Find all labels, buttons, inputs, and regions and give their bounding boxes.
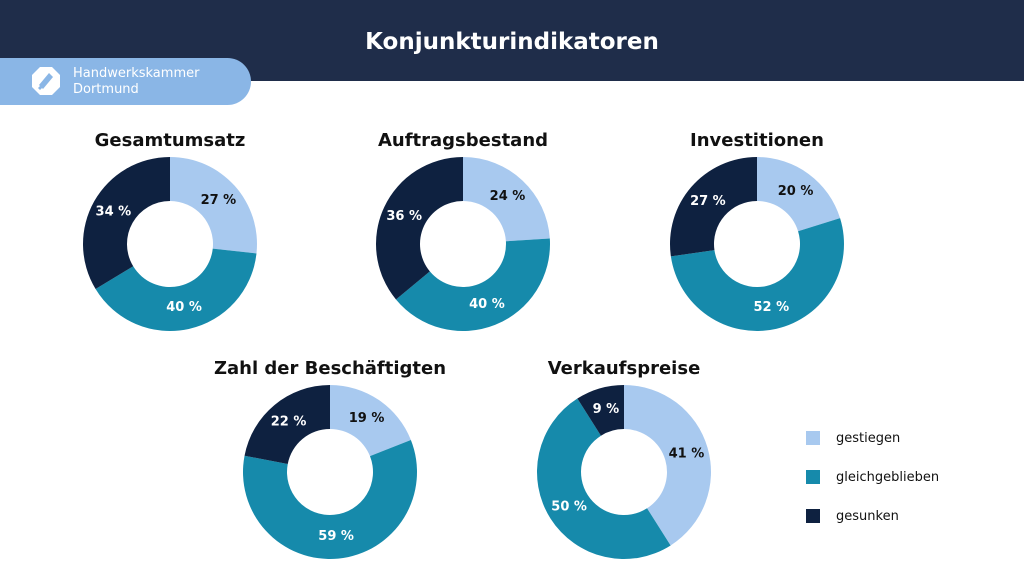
page-title: Konjunkturindikatoren (365, 29, 659, 55)
donut-beschaeftigte: 19 % 59 % 22 % (243, 385, 417, 559)
slice-gesunken (577, 385, 624, 436)
slice-gleichgeblieben (95, 248, 257, 331)
legend-item: gestiegen (806, 428, 939, 448)
label-gleichgeblieben: 59 % (318, 529, 354, 544)
chart-title: Investitionen (690, 130, 824, 151)
handwerk-logo-icon (32, 67, 60, 95)
brand-name: Handwerkskammer Dortmund (73, 66, 199, 98)
chart-legend: gestiegen gleichgeblieben gesunken (806, 428, 939, 545)
donut-investitionen: 20 % 52 % 27 % (670, 157, 844, 331)
chart-title: Auftragsbestand (377, 130, 549, 151)
label-gestiegen: 19 % (349, 411, 385, 426)
chart-beschaeftigte: Zahl der Beschäftigten 19 % 59 % 22 % (205, 356, 455, 562)
slice-gleichgeblieben (395, 238, 550, 331)
label-gestiegen: 20 % (778, 184, 814, 199)
label-gleichgeblieben: 50 % (551, 499, 587, 514)
slice-gestiegen (170, 157, 257, 254)
label-gleichgeblieben: 52 % (753, 300, 789, 315)
legend-item: gleichgeblieben (806, 467, 939, 487)
donut-auftragsbestand: 24 % 40 % 36 % (376, 157, 550, 331)
slice-gleichgeblieben (243, 439, 417, 559)
chart-verkaufspreise: Verkaufspreise 41 % 50 % 9 % (524, 356, 724, 562)
legend-swatch (806, 431, 820, 445)
chart-title: Verkaufspreise (547, 358, 701, 379)
label-gleichgeblieben: 40 % (469, 297, 505, 312)
legend-label: gesunken (836, 508, 899, 524)
legend-swatch (806, 509, 820, 523)
chart-gesamtumsatz: Gesamtumsatz 27 % 40 % 34 % (70, 128, 270, 334)
slice-gestiegen (624, 385, 711, 546)
brand-badge: Handwerkskammer Dortmund (0, 58, 251, 105)
label-gestiegen: 24 % (490, 189, 526, 204)
brand-name-line1: Handwerkskammer (73, 66, 200, 81)
label-gesunken: 36 % (386, 209, 422, 224)
legend-swatch (806, 470, 820, 484)
brand-name-line2: Dortmund (73, 82, 139, 97)
legend-label: gleichgeblieben (836, 469, 940, 485)
slice-gleichgeblieben (537, 398, 671, 559)
donut-verkaufspreise: 41 % 50 % 9 % (537, 385, 711, 559)
label-gleichgeblieben: 40 % (166, 300, 202, 315)
slice-gesunken (83, 157, 170, 290)
label-gestiegen: 27 % (201, 193, 237, 208)
slice-gesunken (244, 385, 330, 464)
slice-gestiegen (463, 157, 550, 242)
donut-gesamtumsatz: 27 % 40 % 34 % (83, 157, 257, 331)
chart-title: Gesamtumsatz (94, 130, 246, 151)
slice-gesunken (376, 157, 463, 300)
label-gesunken: 27 % (690, 194, 726, 209)
label-gesunken: 22 % (271, 414, 307, 429)
label-gesunken: 34 % (96, 205, 132, 220)
slice-gesunken (670, 157, 757, 257)
slice-gestiegen (330, 385, 411, 457)
slice-gestiegen (757, 157, 841, 232)
chart-investitionen: Investitionen 20 % 52 % 27 % (657, 128, 857, 334)
chart-title: Zahl der Beschäftigten (213, 358, 447, 379)
legend-item: gesunken (806, 506, 939, 526)
label-gesunken: 9 % (593, 402, 620, 417)
slice-gleichgeblieben (670, 218, 844, 331)
label-gestiegen: 41 % (669, 446, 705, 461)
legend-label: gestiegen (836, 430, 901, 446)
chart-auftragsbestand: Auftragsbestand 24 % 40 % 36 % (363, 128, 563, 334)
